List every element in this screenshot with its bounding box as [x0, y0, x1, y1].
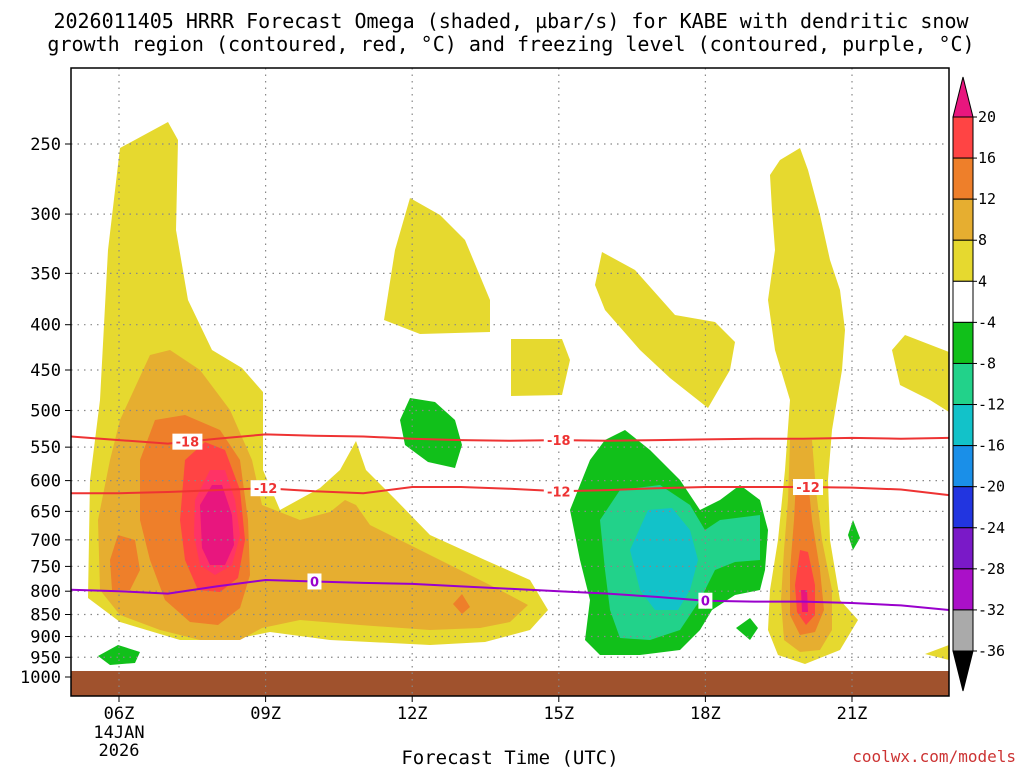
colorbar-label-20: 20 [978, 108, 996, 126]
ytick-label-600: 600 [30, 472, 61, 492]
chart-title-line-1: 2026011405 HRRR Forecast Omega (shaded, … [53, 9, 969, 33]
contour-line-0c [70, 578, 950, 611]
chart-title-line-2: growth region (contoured, red, °C) and f… [47, 32, 974, 56]
ytick-label-750: 750 [30, 557, 61, 577]
contour-label-bg [307, 573, 322, 590]
temperature-contours: -18 -18 -12 -12 -12 0 0 [70, 432, 950, 611]
xtick-year-label: 2026 [99, 741, 140, 761]
omega-region-yellow-upper-22z [892, 335, 949, 412]
colorbar-label-8: 8 [978, 231, 987, 249]
omega-region-yellow-450-15z [511, 339, 570, 396]
ytick-label-250: 250 [30, 135, 61, 155]
colorbar-swatch-20 [952, 116, 974, 159]
ytick-label-900: 900 [30, 627, 61, 647]
colorbar-swatch--12 [952, 404, 974, 447]
xtick-label-09Z: 09Z [250, 704, 281, 724]
omega-region-orange-13z [453, 594, 470, 614]
colorbar-label--28: -28 [978, 560, 1005, 578]
colorbar-bottom-arrow [952, 650, 974, 692]
omega-region-orange-06z [110, 535, 140, 590]
colorbar-label-4: 4 [978, 272, 987, 290]
ytick-label-450: 450 [30, 361, 61, 381]
colorbar-swatch--8 [952, 362, 974, 406]
colorbar-label--20: -20 [978, 478, 1005, 496]
contour-label-bg [250, 480, 281, 497]
colorbar-label--4: -4 [978, 313, 996, 331]
colorbar-label--24: -24 [978, 519, 1005, 537]
contour-label-bg [698, 592, 713, 609]
contour-line--18c [70, 433, 950, 445]
ytick-label-400: 400 [30, 316, 61, 336]
colorbar: 20 16 12 8 4 -4 -8 -12 -16 -20 -24 -28 -32 -36 [952, 76, 1005, 692]
omega-region-cyan-17z [630, 508, 698, 610]
ytick-label-550: 550 [30, 438, 61, 458]
xtick-label-12Z: 12Z [397, 704, 428, 724]
xtick-label-06Z: 06Z [104, 704, 135, 724]
colorbar-swatch--16 [952, 445, 974, 488]
contour-label--18c: -18 [176, 436, 200, 451]
colorbar-label--16: -16 [978, 437, 1005, 455]
omega-region-yellow-upper-16z [595, 252, 735, 408]
contour-label--12c: -12 [254, 482, 278, 497]
xtick-label-18Z: 18Z [690, 704, 721, 724]
omega-region-green-21z [848, 520, 860, 550]
y-axis: 2503003504004505005506006507007508008509… [20, 135, 71, 688]
contour-label-0c: 0 [701, 595, 710, 610]
contour-label-bg [172, 433, 203, 450]
ytick-label-1000: 1000 [20, 668, 61, 688]
omega-region-green-12z [400, 398, 462, 468]
xtick-label-15Z: 15Z [543, 704, 574, 724]
ytick-label-300: 300 [30, 205, 61, 225]
contour-label--12c: -12 [796, 481, 820, 496]
xtick-date-label: 14JAN [93, 723, 144, 743]
colorbar-label--8: -8 [978, 354, 996, 372]
colorbar-swatch-8 [952, 239, 974, 282]
ytick-label-850: 850 [30, 606, 61, 626]
colorbar-swatch--28 [952, 568, 974, 611]
ground-below-1000hpa [71, 671, 949, 696]
colorbar-swatch--20 [952, 486, 974, 529]
xtick-label-21Z: 21Z [837, 704, 868, 724]
ytick-label-650: 650 [30, 502, 61, 522]
colorbar-swatch--24 [952, 527, 974, 570]
omega-region-green-19z [736, 618, 758, 640]
contour-label-bg [543, 432, 574, 449]
colorbar-label--36: -36 [978, 642, 1005, 660]
colorbar-swatch--4 [952, 321, 974, 364]
colorbar-swatch-12 [952, 198, 974, 241]
ytick-label-950: 950 [30, 648, 61, 668]
contour-label-0c: 0 [310, 575, 319, 590]
omega-region-yellow-upper-12z [384, 198, 490, 334]
omega-region-green-surface-06z [98, 645, 140, 665]
colorbar-top-arrow [952, 76, 974, 118]
contour-label-bg [543, 483, 574, 500]
contour-label--12c: -12 [547, 485, 571, 500]
colorbar-swatch-16 [952, 157, 974, 200]
credit-text: coolwx.com/models [852, 747, 1016, 766]
grid-lines [71, 68, 949, 696]
x-axis-label: Forecast Time (UTC) [401, 747, 618, 768]
omega-region-yellow-22z-surface [925, 645, 949, 660]
ytick-label-350: 350 [30, 264, 61, 284]
omega-region-magenta-core [200, 485, 234, 565]
ytick-label-700: 700 [30, 531, 61, 551]
colorbar-label--32: -32 [978, 601, 1005, 619]
omega-region-red-20z [795, 550, 815, 625]
colorbar-swatch-4 [952, 280, 974, 323]
colorbar-label-16: 16 [978, 149, 996, 167]
ytick-label-800: 800 [30, 582, 61, 602]
colorbar-label--12: -12 [978, 396, 1005, 414]
colorbar-swatch--32 [952, 609, 974, 652]
ytick-label-500: 500 [30, 402, 61, 422]
plot-frame [70, 67, 950, 697]
colorbar-label-12: 12 [978, 190, 996, 208]
contour-label--18c: -18 [547, 434, 571, 449]
contour-label-bg [793, 479, 824, 496]
